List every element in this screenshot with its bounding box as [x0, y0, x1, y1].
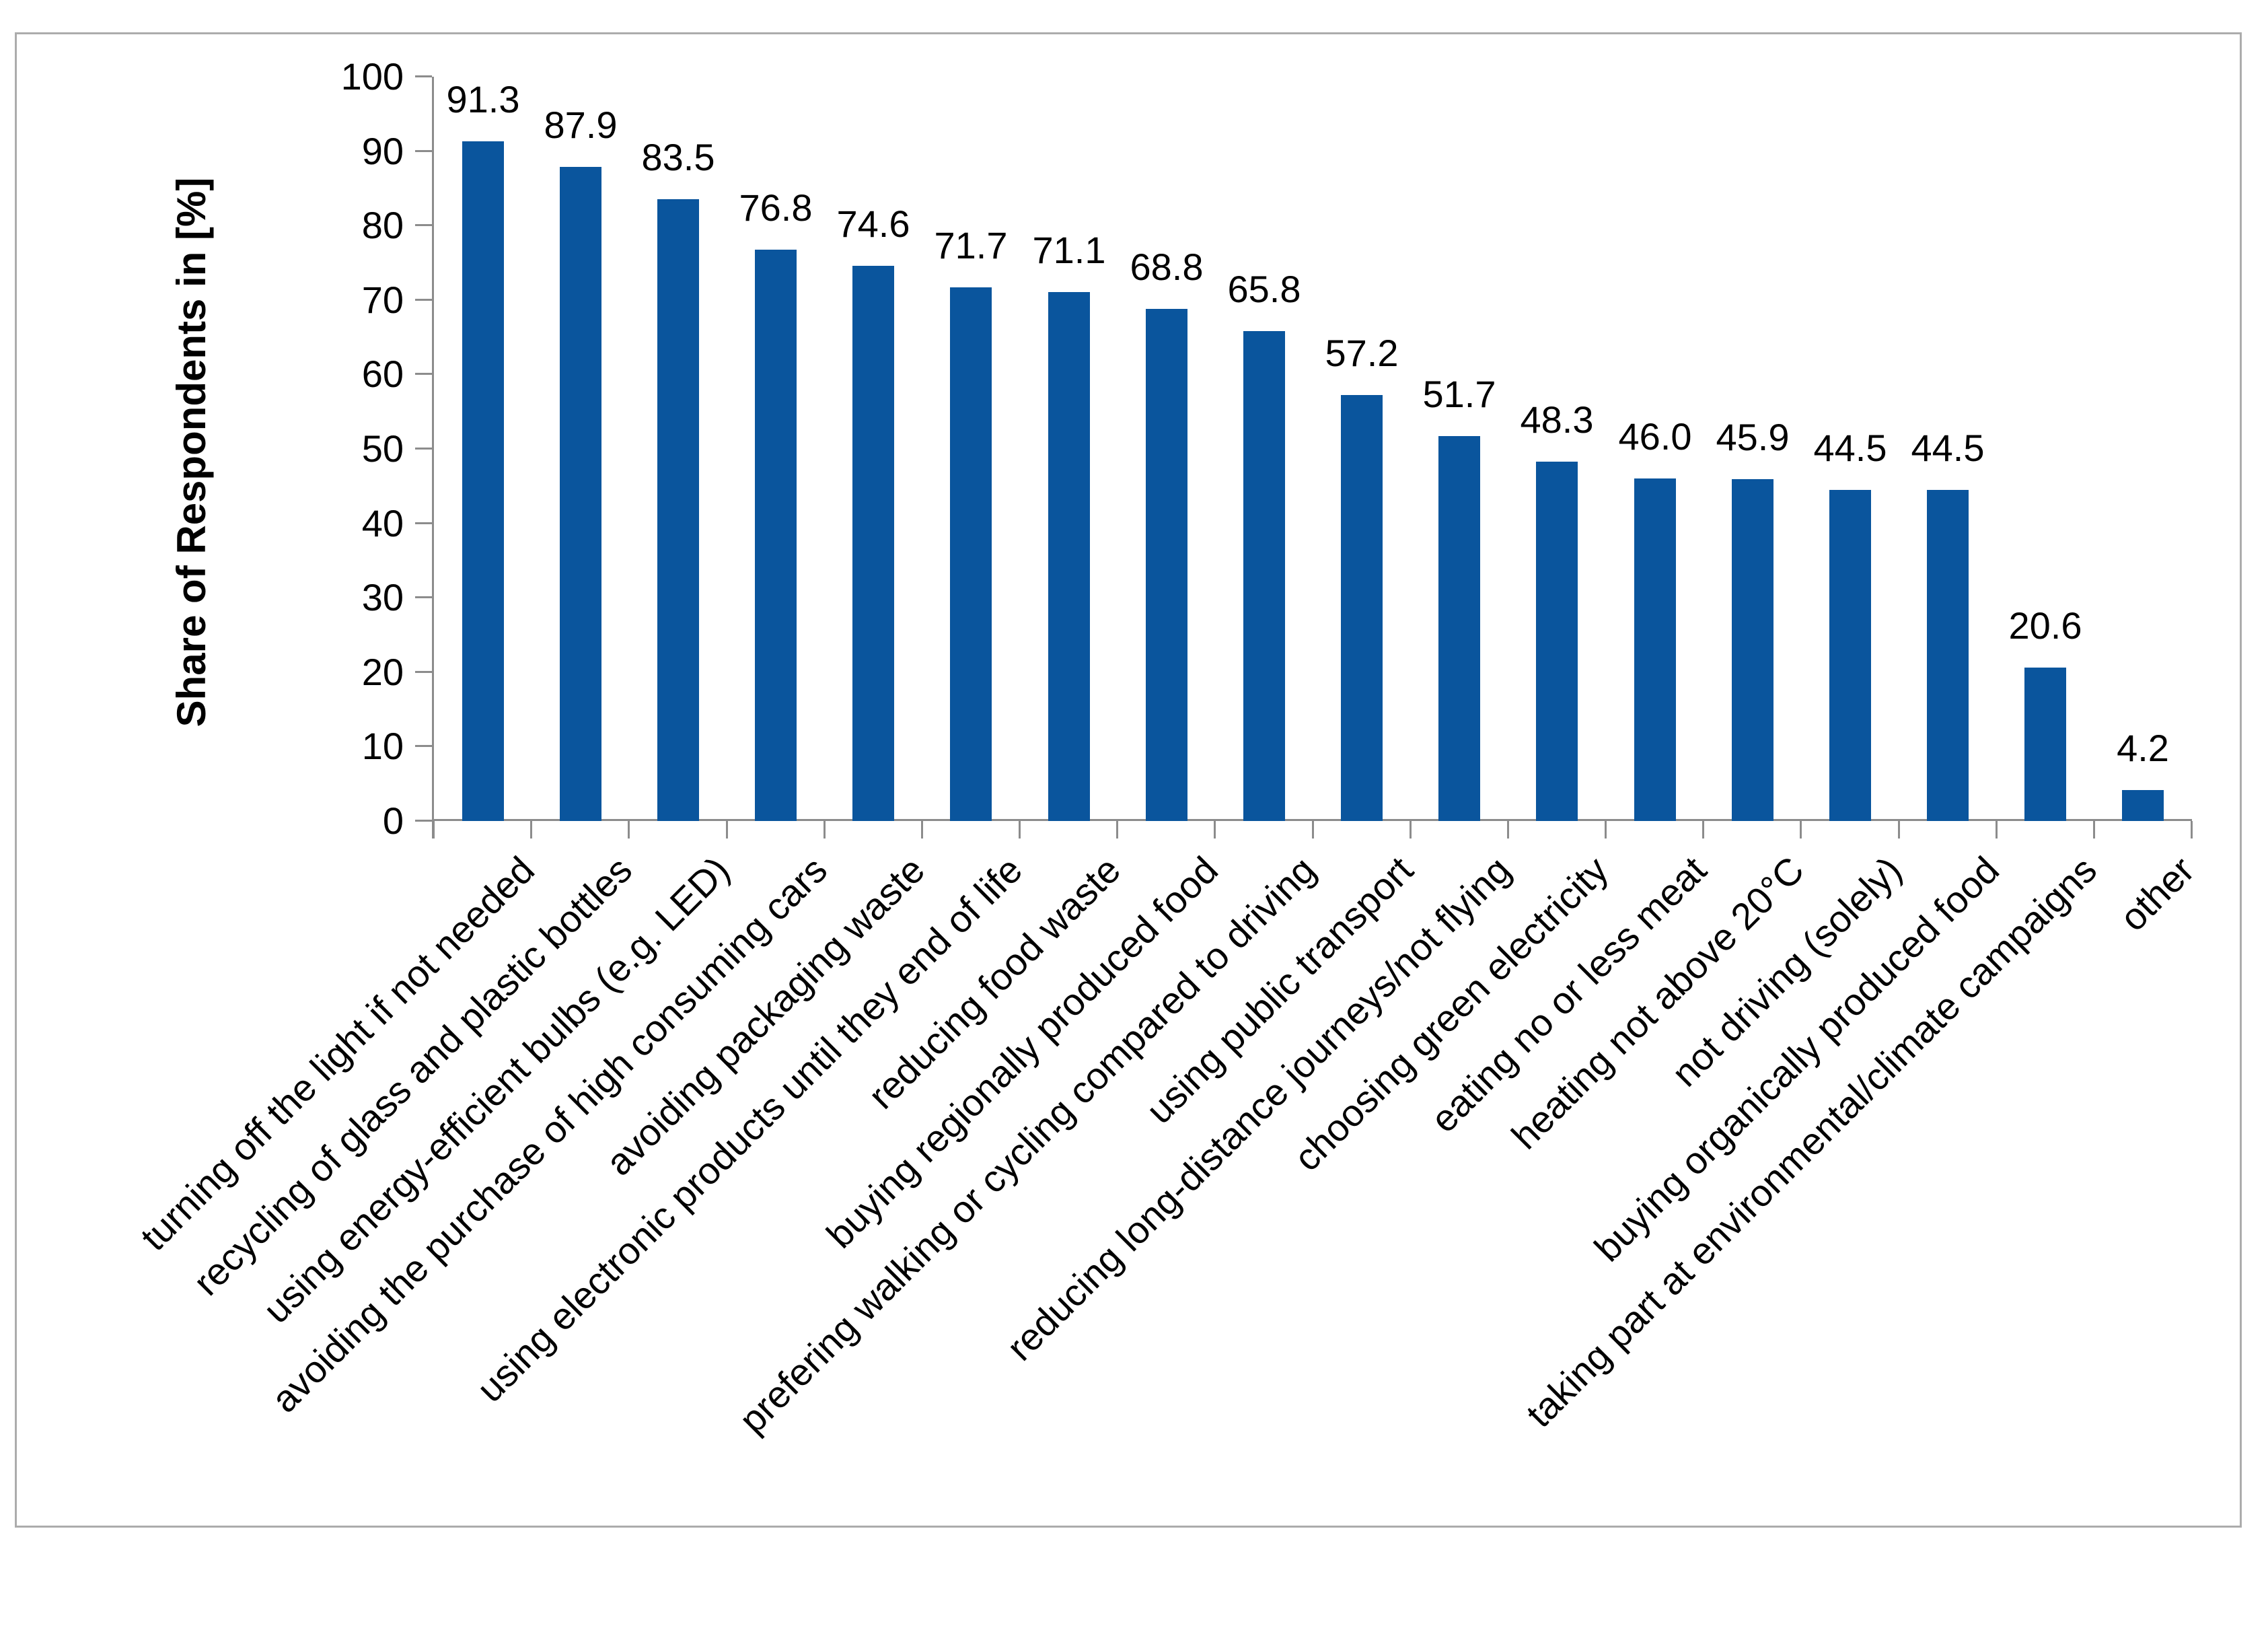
bar-value-label: 65.8 [1227, 268, 1301, 310]
y-axis-tick [415, 224, 432, 226]
x-axis-tick [1605, 821, 1607, 839]
bar [1927, 490, 1969, 821]
x-axis-tick [2093, 821, 2095, 839]
x-axis-tick [726, 821, 728, 839]
bar-value-label: 4.2 [2117, 727, 2169, 769]
bar-value-label: 45.9 [1716, 416, 1790, 458]
bar [560, 167, 601, 821]
x-axis-tick [1312, 821, 1314, 839]
bar-value-label: 71.7 [934, 224, 1008, 266]
y-axis-tick-label: 80 [361, 204, 404, 246]
x-axis-tick [1702, 821, 1704, 839]
y-axis-tick-label: 100 [340, 55, 404, 98]
y-axis-tick-label: 20 [361, 651, 404, 693]
x-axis-tick [1116, 821, 1118, 839]
y-axis-tick-label: 70 [361, 279, 404, 321]
bar [1243, 331, 1285, 821]
x-axis-tick [1996, 821, 1998, 839]
x-axis-tick [433, 821, 435, 839]
y-axis-tick [415, 150, 432, 152]
x-axis-tick [628, 821, 630, 839]
x-axis-tick [1410, 821, 1412, 839]
bar [657, 199, 699, 821]
bar-value-label: 71.1 [1032, 229, 1106, 271]
x-axis-tick [2191, 821, 2193, 839]
chart-canvas: Share of Respondents in [%] 0 10 20 30 40 50 6… [15, 32, 2242, 1528]
bar-value-label: 74.6 [836, 203, 910, 245]
bar [852, 266, 894, 821]
y-axis-tick [415, 373, 432, 375]
bar [1341, 395, 1383, 821]
bar-value-label: 44.5 [1911, 427, 1985, 469]
bar [1048, 292, 1090, 821]
y-axis-tick [415, 671, 432, 673]
y-axis-tick [415, 75, 432, 77]
bar-value-label: 83.5 [641, 136, 715, 178]
y-axis-tick-label: 50 [361, 427, 404, 470]
chart-border-frame [15, 32, 2242, 1528]
x-axis-tick [1214, 821, 1216, 839]
bar-value-label: 46.0 [1618, 415, 1692, 458]
x-axis-tick [824, 821, 826, 839]
x-axis-tick [921, 821, 923, 839]
bar [2122, 790, 2164, 821]
x-axis-tick [530, 821, 532, 839]
y-axis-tick [415, 596, 432, 598]
bar-value-label: 91.3 [446, 78, 520, 120]
x-axis-tick [1898, 821, 1900, 839]
y-axis-tick-label: 0 [382, 799, 404, 842]
y-axis-tick-label: 10 [361, 725, 404, 767]
y-axis-tick [415, 820, 432, 822]
y-axis-tick [415, 448, 432, 450]
x-axis-tick [1507, 821, 1509, 839]
bar [950, 287, 992, 821]
y-axis-tick [415, 745, 432, 747]
y-axis-tick-label: 60 [361, 353, 404, 395]
bar [1829, 490, 1871, 821]
x-axis-tick [1800, 821, 1802, 839]
bar [1146, 309, 1187, 821]
plot-area: 0 10 20 30 40 50 60 70 80 90 100 91.3 turning off th… [133, 55, 2203, 1441]
y-axis-tick-label: 90 [361, 130, 404, 172]
bar [755, 250, 797, 821]
bar [1634, 478, 1676, 821]
bar-value-label: 20.6 [2008, 604, 2082, 647]
bar-value-label: 76.8 [739, 186, 813, 229]
bar-value-label: 51.7 [1422, 373, 1496, 415]
bar [1536, 462, 1578, 821]
y-axis-tick-label: 30 [361, 576, 404, 618]
bar [1438, 436, 1480, 821]
bar [2024, 668, 2066, 821]
bar-value-label: 68.8 [1130, 246, 1204, 288]
bar-value-label: 48.3 [1520, 398, 1594, 441]
x-axis-tick [1019, 821, 1021, 839]
y-axis-tick [415, 522, 432, 524]
bar-value-label: 57.2 [1325, 332, 1399, 374]
y-axis-line [432, 77, 434, 839]
y-axis-tick [415, 299, 432, 301]
bar-value-label: 44.5 [1813, 427, 1887, 469]
bar [462, 141, 504, 821]
bar-value-label: 87.9 [544, 104, 618, 146]
y-axis-tick-label: 40 [361, 502, 404, 544]
x-axis-line [432, 819, 2192, 821]
bar [1732, 479, 1773, 821]
